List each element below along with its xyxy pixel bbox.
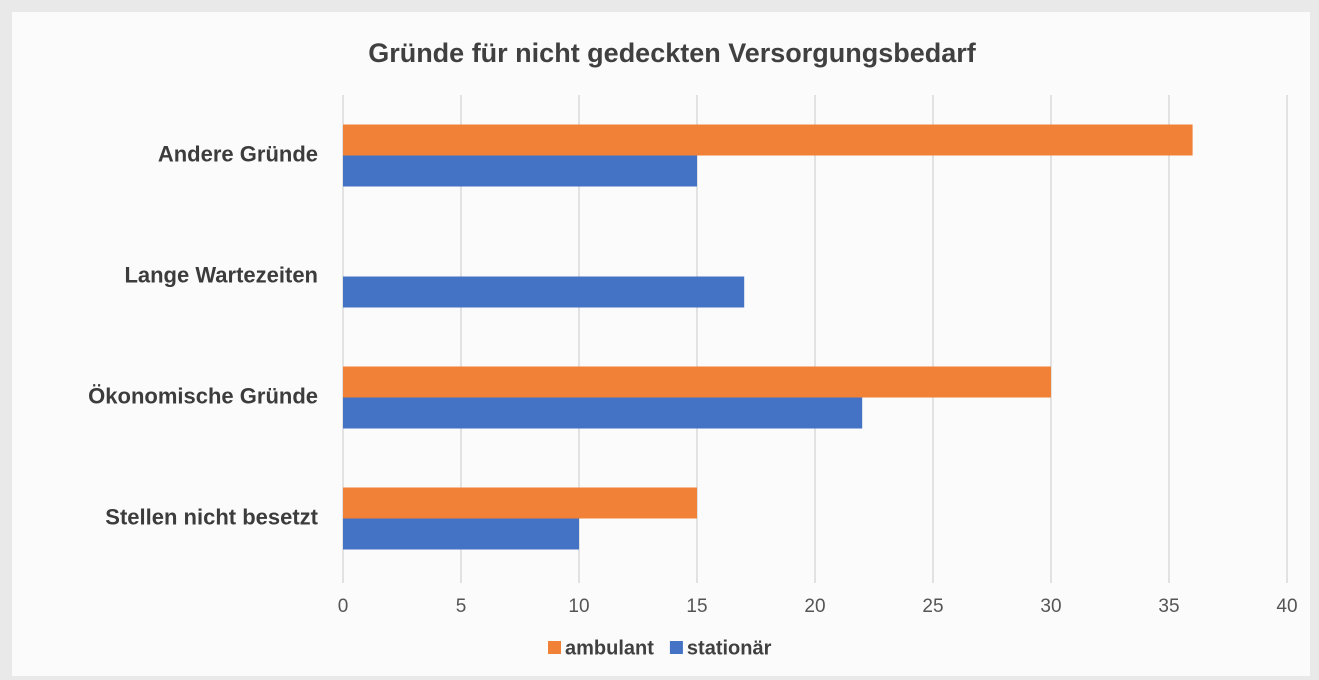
bar <box>343 366 1051 398</box>
x-tick-label: 25 <box>922 596 943 617</box>
x-tick-label: 40 <box>1276 596 1297 617</box>
chart-area <box>12 12 1310 676</box>
y-tick-label: Ökonomische Gründe <box>88 383 318 408</box>
bar <box>343 276 745 308</box>
y-tick-label: Andere Gründe <box>158 141 318 166</box>
legend-swatch <box>548 641 561 654</box>
legend-label: stationär <box>687 637 772 659</box>
chart-title: Gründe für nicht gedeckten Versorgungsbe… <box>368 38 977 68</box>
y-tick-label: Lange Wartezeiten <box>124 262 318 287</box>
bar <box>343 124 1193 156</box>
x-tick-label: 20 <box>804 596 825 617</box>
bar <box>343 518 579 550</box>
bar <box>343 155 697 187</box>
x-tick-label: 10 <box>568 596 589 617</box>
x-tick-label: 30 <box>1040 596 1061 617</box>
x-tick-label: 5 <box>456 596 467 617</box>
y-tick-label: Stellen nicht besetzt <box>105 504 318 529</box>
legend-swatch <box>669 641 683 654</box>
x-tick-label: 0 <box>338 596 349 617</box>
x-tick-label: 15 <box>686 596 707 617</box>
legend-label: ambulant <box>565 637 654 659</box>
bar <box>343 397 863 429</box>
bar <box>343 487 697 519</box>
x-tick-label: 35 <box>1158 596 1179 617</box>
